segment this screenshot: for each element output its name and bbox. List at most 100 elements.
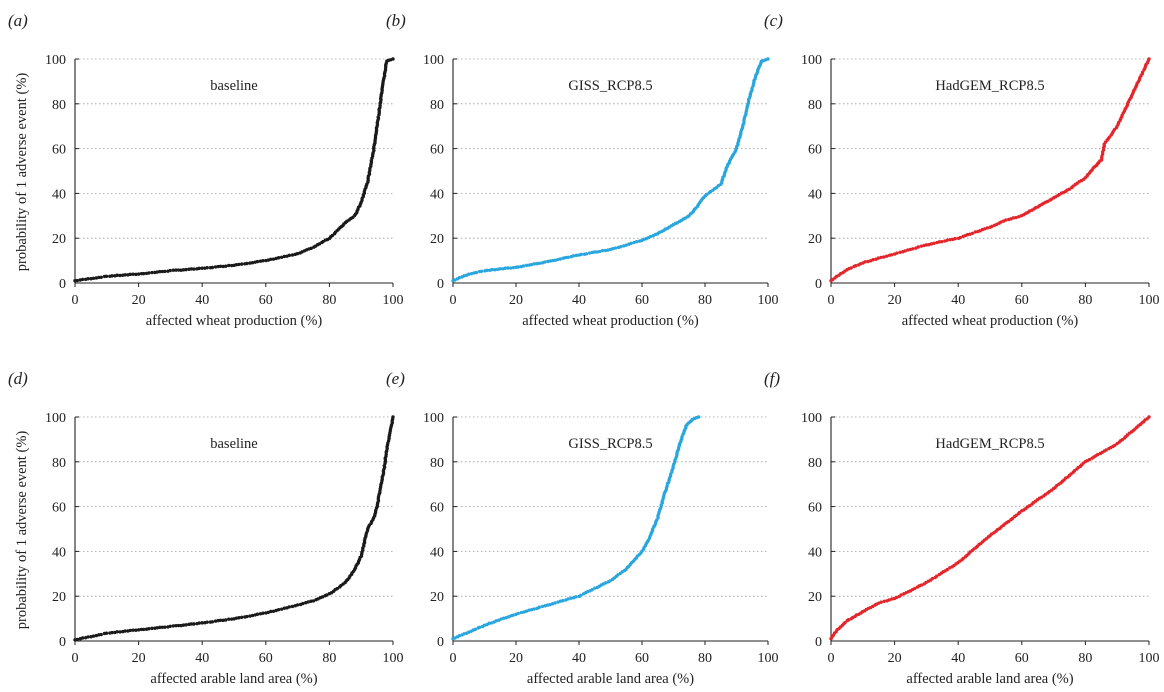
data-point [269, 609, 273, 614]
data-point [913, 586, 917, 591]
data-point [516, 611, 520, 616]
x-tick-label: 60 [1015, 651, 1029, 666]
data-point [192, 622, 196, 626]
data-point [551, 258, 555, 263]
panel-f: (f) 0 20 40 60 80 100 0 20 40 60 80 100 affected arab… [764, 369, 1160, 687]
data-point [171, 268, 176, 272]
data-point [521, 264, 526, 268]
y-tick-label: 20 [808, 590, 822, 605]
data-point [150, 270, 154, 275]
data-point [934, 574, 939, 578]
data-point [924, 243, 929, 247]
x-tick-label: 80 [322, 293, 336, 308]
data-point [205, 620, 209, 624]
data-point [160, 625, 165, 630]
data-point [325, 593, 329, 597]
data-point [258, 612, 263, 616]
data-point [519, 610, 524, 615]
data-point [218, 618, 223, 622]
data-point [279, 607, 284, 611]
data-point [849, 266, 853, 270]
data-point [290, 604, 295, 609]
data-point [131, 628, 135, 632]
data-point [176, 268, 181, 272]
y-tick-label: 100 [423, 53, 444, 68]
data-point [306, 600, 310, 604]
data-point [118, 630, 122, 634]
data-point [136, 272, 141, 276]
data-point [309, 599, 313, 603]
data-point [584, 252, 589, 256]
data-point [542, 260, 547, 264]
data-point [155, 626, 159, 630]
data-point [141, 271, 146, 276]
y-tick-label: 80 [808, 98, 822, 113]
data-point [940, 239, 944, 244]
data-point [558, 257, 563, 261]
x-tick-label: 60 [635, 293, 649, 308]
data-point [462, 274, 466, 278]
data-point [863, 260, 867, 264]
data-point [118, 273, 122, 278]
data-point [94, 633, 99, 638]
data-point [894, 595, 899, 600]
y-tick-label: 20 [430, 232, 444, 247]
x-tick-label: 100 [383, 293, 404, 308]
data-point [227, 263, 231, 268]
x-tick-label: 40 [951, 293, 965, 308]
data-point [587, 251, 592, 255]
data-point [898, 250, 902, 254]
data-point [890, 597, 894, 601]
x-tick-label: 40 [195, 651, 209, 666]
y-tick-label: 60 [808, 501, 822, 516]
data-point [287, 253, 292, 258]
data-point [197, 621, 201, 625]
x-tick-label: 20 [888, 293, 902, 308]
data-point [271, 609, 276, 613]
x-tick-label: 60 [635, 651, 649, 666]
data-point [945, 567, 949, 572]
y-tick-label: 0 [437, 635, 444, 650]
data-point [224, 264, 228, 268]
x-tick-label: 80 [698, 293, 712, 308]
y-axis-label-top-row: probability of 1 adverse event (%) [14, 73, 30, 272]
data-point [192, 267, 196, 271]
data-point [871, 258, 875, 262]
panel-letter: (d) [8, 369, 28, 388]
panel-b: (b) 0 20 40 60 80 100 0 20 40 60 80 100 affected whea… [386, 11, 779, 329]
data-point [624, 243, 628, 247]
series-points [829, 57, 1151, 283]
data-point [566, 597, 570, 601]
data-point [163, 269, 167, 274]
x-tick-label: 0 [72, 651, 79, 666]
x-tick-label: 80 [1078, 651, 1092, 666]
y-tick-label: 60 [808, 143, 822, 158]
x-tick-label: 20 [509, 293, 523, 308]
x-axis-label: affected arable land area (%) [527, 671, 694, 687]
data-point [887, 598, 891, 602]
data-point [507, 615, 511, 619]
data-point [999, 220, 1003, 224]
data-point [535, 261, 539, 266]
y-tick-label: 60 [430, 501, 444, 516]
y-tick-label: 100 [801, 53, 822, 68]
data-point [240, 262, 244, 266]
data-point [532, 262, 537, 266]
data-point [882, 599, 886, 604]
data-point [80, 636, 85, 640]
data-point [478, 625, 482, 629]
data-point [311, 599, 316, 603]
data-point [210, 265, 215, 270]
data-point [174, 268, 178, 272]
data-point [276, 607, 281, 612]
plot-title: baseline [210, 78, 258, 94]
panel-d: (d) 0 20 40 60 80 100 0 20 40 60 80 100 affected arab… [8, 369, 404, 687]
data-point [553, 601, 557, 605]
data-point [1067, 187, 1072, 191]
data-point [930, 576, 935, 581]
data-point [485, 268, 489, 273]
series-points [451, 57, 770, 283]
data-point [240, 615, 244, 620]
data-point [527, 608, 531, 612]
series-points [73, 57, 395, 283]
